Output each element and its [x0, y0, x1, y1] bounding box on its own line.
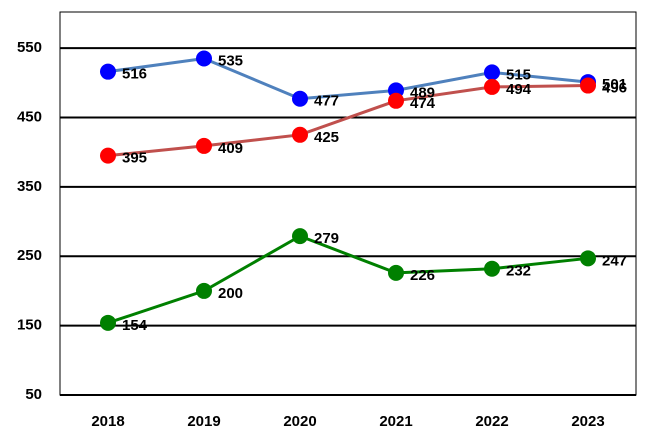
y-tick-label: 50: [25, 386, 42, 403]
marker: [196, 282, 212, 299]
data-label: 247: [602, 252, 627, 269]
marker: [100, 314, 116, 331]
x-tick-label: 2020: [283, 413, 316, 430]
marker: [196, 50, 212, 67]
marker: [292, 90, 308, 107]
x-tick-label: 2023: [571, 413, 604, 430]
y-tick-label: 450: [17, 108, 42, 125]
marker: [484, 260, 500, 277]
series-line: [107, 234, 589, 325]
data-label: 516: [122, 66, 147, 83]
data-label: 200: [218, 285, 243, 302]
data-label: 474: [410, 95, 436, 112]
marker: [484, 78, 500, 95]
data-label: 501: [602, 76, 627, 93]
marker: [100, 147, 116, 164]
data-label: 279: [314, 230, 339, 247]
marker: [292, 126, 308, 143]
data-label: 489: [410, 84, 435, 101]
series-line: [107, 56, 589, 101]
data-label: 154: [122, 317, 148, 334]
x-tick-label: 2018: [91, 413, 124, 430]
data-label: 494: [506, 81, 532, 98]
data-label: 226: [410, 267, 435, 284]
y-tick-label: 350: [17, 178, 42, 195]
x-tick-label: 2021: [379, 413, 412, 430]
marker: [196, 137, 212, 154]
data-label: 477: [314, 93, 339, 110]
data-label: 515: [506, 66, 531, 83]
marker: [580, 77, 596, 94]
y-tick-label: 550: [17, 39, 42, 56]
data-label: 496: [602, 80, 627, 97]
data-label: 409: [218, 140, 243, 157]
x-tick-label: 2022: [475, 413, 508, 430]
marker: [484, 64, 500, 81]
x-tick-label: 2019: [187, 413, 220, 430]
y-tick-label: 250: [17, 247, 42, 264]
marker: [388, 264, 404, 281]
series-line: [107, 84, 589, 158]
marker: [292, 228, 308, 245]
y-tick-label: 150: [17, 317, 42, 334]
data-label: 425: [314, 129, 339, 146]
data-label: 535: [218, 52, 243, 69]
data-label: 232: [506, 263, 531, 280]
marker: [100, 63, 116, 80]
marker: [388, 92, 404, 109]
data-label: 395: [122, 150, 147, 167]
marker: [580, 250, 596, 267]
